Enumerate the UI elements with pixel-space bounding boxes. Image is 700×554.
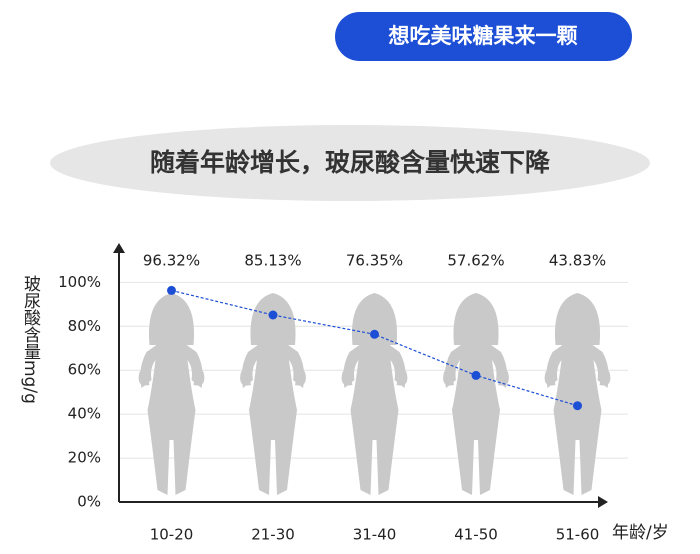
y-tick-label: 80%: [68, 317, 101, 335]
data-label: 57.62%: [447, 252, 504, 270]
x-tick-label: 31-40: [353, 526, 397, 544]
button-text[interactable]: 想吃美味糖果来一颗: [389, 24, 578, 48]
y-tick-label: 0%: [77, 493, 101, 511]
figure: [240, 293, 306, 495]
data-label: 85.13%: [244, 252, 301, 270]
chart-title: 随着年龄增长，玻尿酸含量快速下降: [150, 148, 551, 177]
y-tick-label: 40%: [68, 405, 101, 423]
data-label: 76.35%: [346, 252, 403, 270]
figure: [138, 293, 205, 495]
data-label: 96.32%: [143, 252, 200, 270]
data-point: [167, 285, 176, 295]
data-label: 43.83%: [549, 252, 606, 270]
data-point: [370, 329, 379, 339]
button[interactable]: [335, 12, 632, 61]
data-point: [268, 310, 278, 320]
x-axis-arrow: [598, 496, 608, 508]
figure: [544, 293, 611, 495]
y-tick-label: 100%: [58, 273, 101, 291]
figure: [443, 293, 509, 495]
y-tick-label: 20%: [68, 449, 101, 467]
x-axis-label: 年龄/岁: [612, 523, 669, 543]
y-axis-label: 玻尿酸含量mg/g: [20, 275, 41, 404]
headline-bg: [50, 125, 650, 201]
x-tick-label: 51-60: [556, 526, 600, 544]
figure: [341, 293, 408, 495]
data-point: [471, 370, 481, 380]
x-tick-label: 10-20: [150, 526, 194, 544]
y-axis-arrow: [113, 243, 125, 253]
x-tick-label: 41-50: [454, 526, 498, 544]
y-tick-label: 60%: [68, 361, 101, 379]
x-tick-label: 21-30: [251, 526, 295, 544]
data-point: [573, 401, 582, 411]
